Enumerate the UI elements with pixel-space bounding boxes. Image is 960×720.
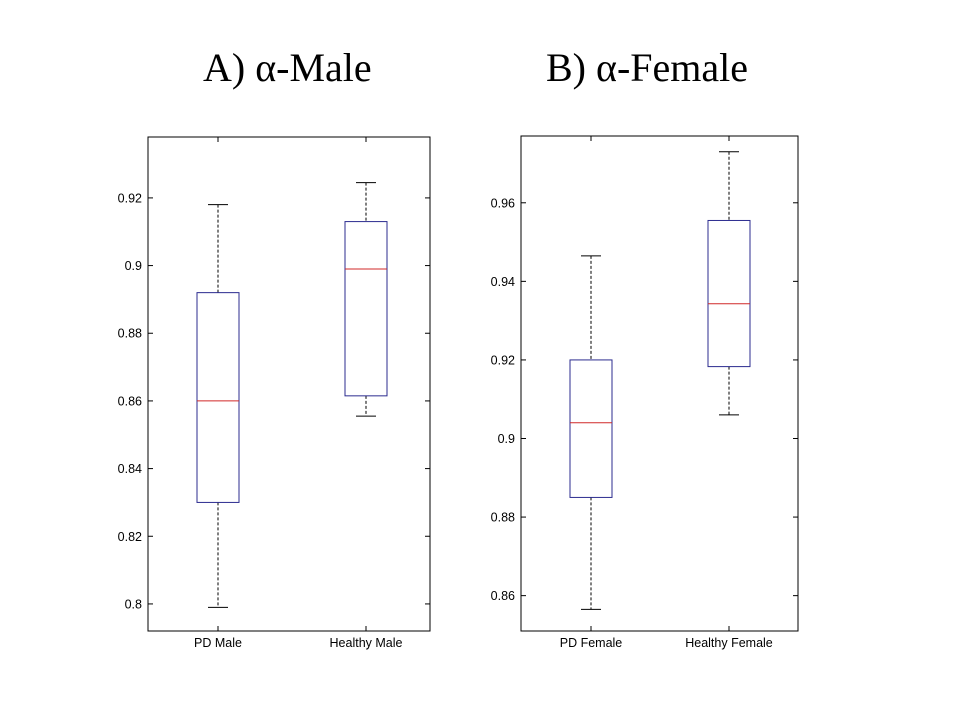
male-ytick-label: 0.86 bbox=[118, 394, 142, 408]
female-ytick-label: 0.88 bbox=[491, 511, 515, 525]
male-ytick-label: 0.84 bbox=[118, 462, 142, 476]
male-category-label: PD Male bbox=[194, 636, 242, 650]
male-ytick-label: 0.92 bbox=[118, 191, 142, 205]
female-ytick-label: 0.86 bbox=[491, 589, 515, 603]
male-box-0 bbox=[196, 292, 240, 503]
female-ytick-label: 0.94 bbox=[491, 275, 515, 289]
male-category-label: Healthy Male bbox=[330, 636, 403, 650]
chart-title-female: B) α-Female bbox=[546, 45, 749, 90]
male-box-1 bbox=[344, 221, 388, 397]
female-category-label: Healthy Female bbox=[685, 636, 773, 650]
female-box-0 bbox=[569, 359, 613, 498]
female-box-1 bbox=[707, 219, 751, 368]
male-plot-frame bbox=[147, 136, 431, 632]
female-ytick-label: 0.92 bbox=[491, 353, 515, 367]
male-ytick-label: 0.8 bbox=[125, 597, 142, 611]
chart-title-male: A) α-Male bbox=[203, 45, 372, 90]
female-ytick-label: 0.9 bbox=[498, 432, 515, 446]
male-ytick-label: 0.88 bbox=[118, 327, 142, 341]
male-ytick-label: 0.82 bbox=[118, 530, 142, 544]
female-plot-frame bbox=[520, 135, 799, 632]
male-ytick-label: 0.9 bbox=[125, 259, 142, 273]
female-category-label: PD Female bbox=[560, 636, 623, 650]
female-ytick-label: 0.96 bbox=[491, 196, 515, 210]
